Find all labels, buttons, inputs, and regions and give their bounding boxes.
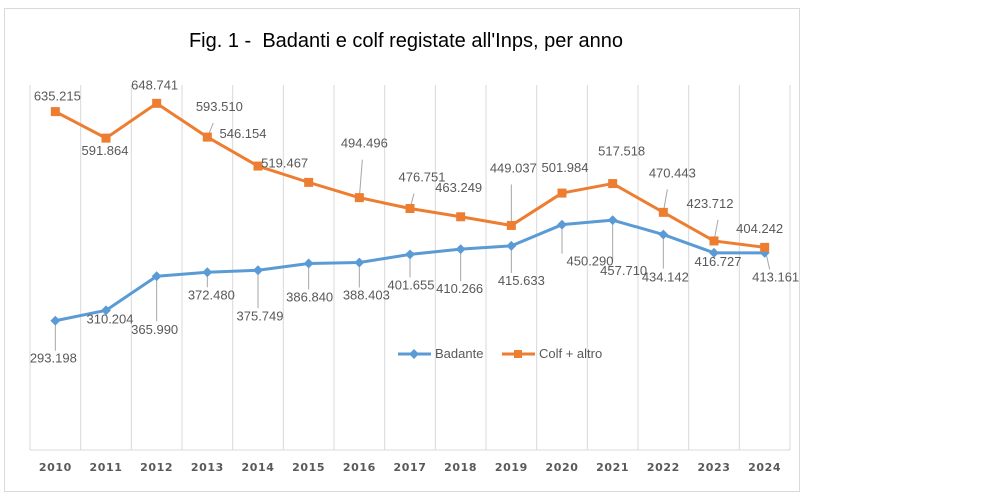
data-point-colf [101, 133, 111, 143]
data-label-colf: 463.249 [435, 180, 482, 195]
data-point-badante [709, 247, 719, 258]
data-label-badante: 404.242 [736, 221, 783, 236]
data-point-badante [658, 229, 669, 240]
data-label-colf: 470.443 [649, 165, 696, 180]
chart-title: Fig. 1 - Badanti e colf registate all'In… [188, 30, 624, 52]
data-point-badante [151, 271, 162, 282]
data-label-badante: 416.727 [695, 254, 742, 269]
x-tick-label: 2024 [748, 461, 781, 474]
data-label-badante: 293.198 [30, 351, 77, 366]
data-label-colf: 449.037 [490, 160, 537, 175]
x-tick-label: 2022 [647, 461, 680, 474]
legend-colf-label: Colf + altro [539, 346, 602, 361]
data-label-badante: 388.403 [343, 288, 390, 303]
label-leader-lines [54, 122, 771, 351]
x-tick-label: 2020 [545, 461, 578, 474]
data-point-badante [455, 244, 466, 255]
data-label-badante: 386.840 [286, 289, 333, 304]
gridlines [29, 85, 791, 451]
data-label-badante: 365.990 [131, 322, 178, 337]
data-point-badante [202, 267, 213, 278]
legend-entry-badante: Badante [398, 346, 483, 361]
data-label-badante: 415.633 [498, 273, 545, 288]
data-label-colf: 546.154 [220, 126, 267, 141]
legend-badante-label: Badante [435, 346, 483, 361]
data-point-colf [658, 207, 668, 217]
chart-frame [4, 8, 800, 492]
data-label-badante: 457.710 [600, 263, 647, 278]
x-tick-label: 2010 [39, 461, 72, 474]
data-label-colf: 423.712 [687, 196, 734, 211]
data-label-badante: 375.749 [237, 308, 284, 323]
data-point-colf [506, 220, 516, 230]
data-label-badante: 372.480 [188, 287, 235, 302]
data-point-colf [608, 179, 618, 189]
data-point-badante [405, 249, 415, 260]
label-leader-line [358, 159, 363, 198]
data-label-badante: 410.266 [436, 281, 483, 296]
x-tick-label: 2011 [89, 461, 122, 474]
data-point-colf [253, 161, 263, 171]
x-tick-label: 2018 [444, 461, 477, 474]
data-point-colf [152, 98, 162, 108]
x-tick-label: 2016 [343, 461, 376, 474]
x-tick-label: 2021 [596, 461, 629, 474]
data-label-colf: 501.984 [542, 160, 589, 175]
data-point-badante [50, 315, 61, 326]
x-tick-label: 2013 [191, 461, 224, 474]
data-point-badante [253, 265, 263, 276]
legend-colf-marker [514, 350, 522, 358]
data-point-colf [456, 212, 466, 222]
data-label-colf: 494.496 [341, 136, 388, 151]
data-label-colf: 648.741 [131, 77, 178, 92]
x-tick-label: 2015 [292, 461, 325, 474]
data-label-badante: 450.290 [567, 254, 614, 269]
x-tick-label: 2017 [393, 461, 426, 474]
data-label-colf: 413.161 [752, 269, 799, 284]
data-point-colf [760, 242, 770, 252]
legend-entry-colf: Colf + altro [502, 346, 602, 361]
data-point-colf [354, 193, 364, 203]
x-tick-label: 2012 [140, 461, 173, 474]
data-point-colf [202, 132, 212, 142]
data-label-badante: 434.142 [642, 270, 689, 285]
data-label-colf: 517.518 [598, 144, 645, 159]
data-point-colf [304, 177, 314, 187]
data-point-colf [557, 188, 567, 198]
data-point-colf [50, 107, 60, 117]
data-label-colf: 635.215 [34, 89, 81, 104]
data-label-badante: 310.204 [87, 311, 134, 326]
data-point-colf [709, 236, 719, 246]
legend-badante-marker [409, 349, 419, 359]
x-tick-label: 2014 [241, 461, 274, 474]
data-label-colf: 519.467 [261, 155, 308, 170]
data-label-colf: 476.751 [399, 170, 446, 185]
data-label-colf: 593.510 [196, 99, 243, 114]
data-point-badante [354, 257, 365, 268]
data-label-colf: 591.864 [82, 143, 129, 158]
x-axis-tick-labels: 2010 2011 2012 2013 2014 2015 2016 2017 2018 2019… [39, 461, 781, 474]
x-tick-label: 2023 [697, 461, 730, 474]
legend: Badante Colf + altro [398, 346, 602, 361]
data-point-badante [506, 240, 517, 251]
x-tick-label: 2019 [495, 461, 528, 474]
data-point-badante [557, 219, 567, 230]
data-point-badante [607, 215, 618, 226]
data-point-badante [303, 258, 314, 269]
data-label-badante: 401.655 [388, 277, 435, 292]
data-markers [50, 98, 770, 326]
data-point-colf [405, 204, 415, 214]
